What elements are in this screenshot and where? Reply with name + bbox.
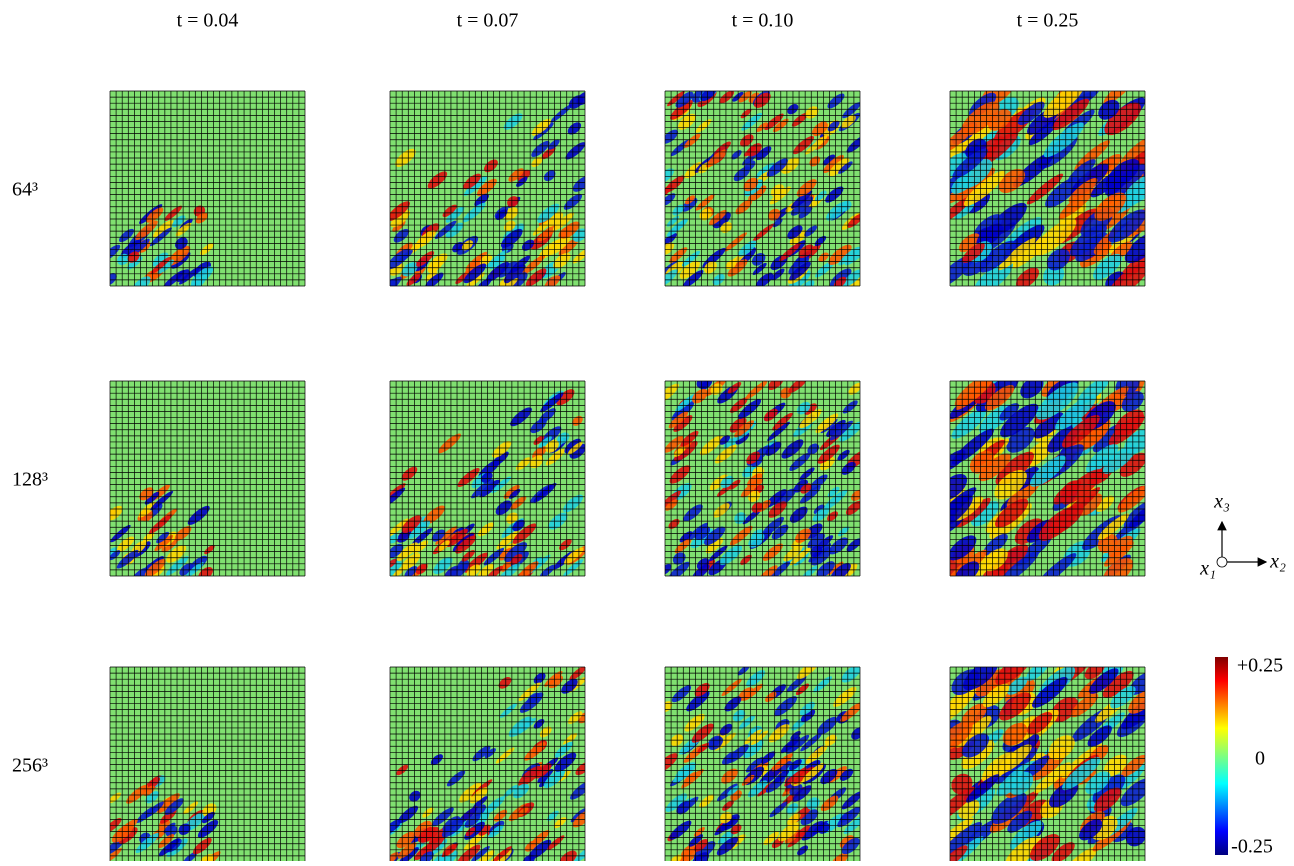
- field-panel: [927, 365, 1164, 592]
- field-panel: [655, 80, 870, 294]
- axis-origin: [1217, 557, 1227, 567]
- colorbar-scale: [1215, 657, 1228, 855]
- field-panel: [378, 664, 598, 861]
- column-title: t = 0.07: [457, 10, 519, 32]
- field-panel: [653, 657, 868, 861]
- field-panel: [100, 381, 305, 586]
- field-panel: [379, 381, 591, 588]
- axis-icon: x₃ x₁ x₂: [1199, 491, 1286, 580]
- field-panel: [98, 91, 305, 297]
- column-title: t = 0.25: [1017, 10, 1079, 32]
- column-title: t = 0.04: [177, 10, 239, 32]
- axis-label: x₁: [1199, 558, 1216, 580]
- field-panel: [381, 89, 594, 295]
- field-panel: [102, 667, 305, 861]
- row-label: 64³: [12, 179, 38, 201]
- column-title: t = 0.10: [732, 10, 794, 32]
- axis-label: x₂: [1269, 551, 1286, 573]
- colorbar-label: -0.25: [1231, 836, 1273, 858]
- figure: x₃ x₁ x₂ +0.25 0 -0.25 t = 0.04 t = 0.07 t…: [0, 0, 1294, 861]
- row-label: 128³: [12, 469, 48, 491]
- row-label: 256³: [12, 755, 48, 777]
- colorbar-label: 0: [1255, 748, 1265, 770]
- axis-label: x₃: [1213, 491, 1230, 513]
- colorbar: +0.25 0 -0.25: [1215, 655, 1283, 858]
- colorbar-label: +0.25: [1237, 655, 1283, 677]
- field-panel: [654, 373, 871, 584]
- field-panel: [930, 647, 1168, 861]
- field-panel: [929, 70, 1166, 304]
